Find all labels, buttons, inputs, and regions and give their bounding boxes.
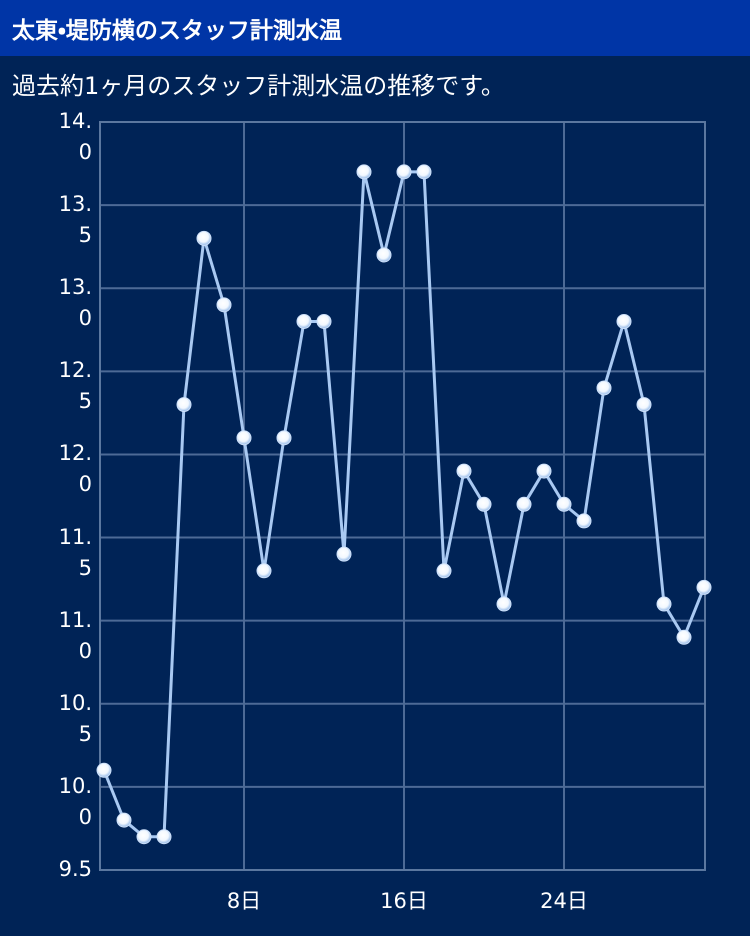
data-point bbox=[636, 397, 652, 413]
data-point bbox=[336, 546, 352, 562]
data-point bbox=[536, 463, 552, 479]
y-tick-label: 11.5 bbox=[58, 524, 92, 580]
y-tick-label: 13.0 bbox=[58, 275, 92, 331]
data-point bbox=[176, 397, 192, 413]
header-title: 太東・堤防横のスタッフ計測水温 bbox=[0, 0, 750, 56]
y-tick-label: 13.5 bbox=[58, 192, 92, 248]
y-tick-label: 14.0 bbox=[58, 109, 92, 164]
data-point bbox=[316, 313, 332, 329]
data-point bbox=[196, 230, 212, 246]
data-point bbox=[656, 596, 672, 612]
y-tick-label: 10.5 bbox=[58, 690, 92, 746]
y-tick-label: 9.5 bbox=[58, 857, 92, 881]
data-point bbox=[496, 596, 512, 612]
data-point bbox=[516, 496, 532, 512]
data-point bbox=[436, 563, 452, 579]
data-point bbox=[396, 164, 412, 180]
x-tick-label: 16日 bbox=[380, 889, 428, 913]
data-point bbox=[456, 463, 472, 479]
y-tick-label: 12.5 bbox=[58, 358, 92, 414]
data-point bbox=[696, 579, 712, 595]
data-point bbox=[236, 430, 252, 446]
plot-border bbox=[99, 121, 706, 871]
subtitle: 過去約1ヶ月のスタッフ計測水温の推移です。 bbox=[12, 72, 505, 100]
y-tick-label: 12.0 bbox=[58, 441, 92, 497]
x-tick-label: 8日 bbox=[227, 889, 261, 913]
data-point bbox=[676, 629, 692, 645]
data-point bbox=[296, 313, 312, 329]
data-point bbox=[616, 313, 632, 329]
data-point bbox=[376, 247, 392, 263]
data-point bbox=[356, 164, 372, 180]
data-point bbox=[556, 496, 572, 512]
data-point bbox=[596, 380, 612, 396]
data-point bbox=[156, 829, 172, 845]
y-tick-label: 11.0 bbox=[58, 607, 92, 663]
data-point bbox=[476, 496, 492, 512]
x-tick-label: 24日 bbox=[540, 889, 588, 913]
y-tick-label: 10.0 bbox=[58, 773, 92, 829]
data-point bbox=[96, 762, 112, 778]
data-point bbox=[216, 297, 232, 313]
data-point bbox=[276, 430, 292, 446]
data-point bbox=[116, 812, 132, 828]
data-point bbox=[576, 513, 592, 529]
data-point bbox=[256, 563, 272, 579]
data-point bbox=[136, 829, 152, 845]
data-point bbox=[416, 164, 432, 180]
